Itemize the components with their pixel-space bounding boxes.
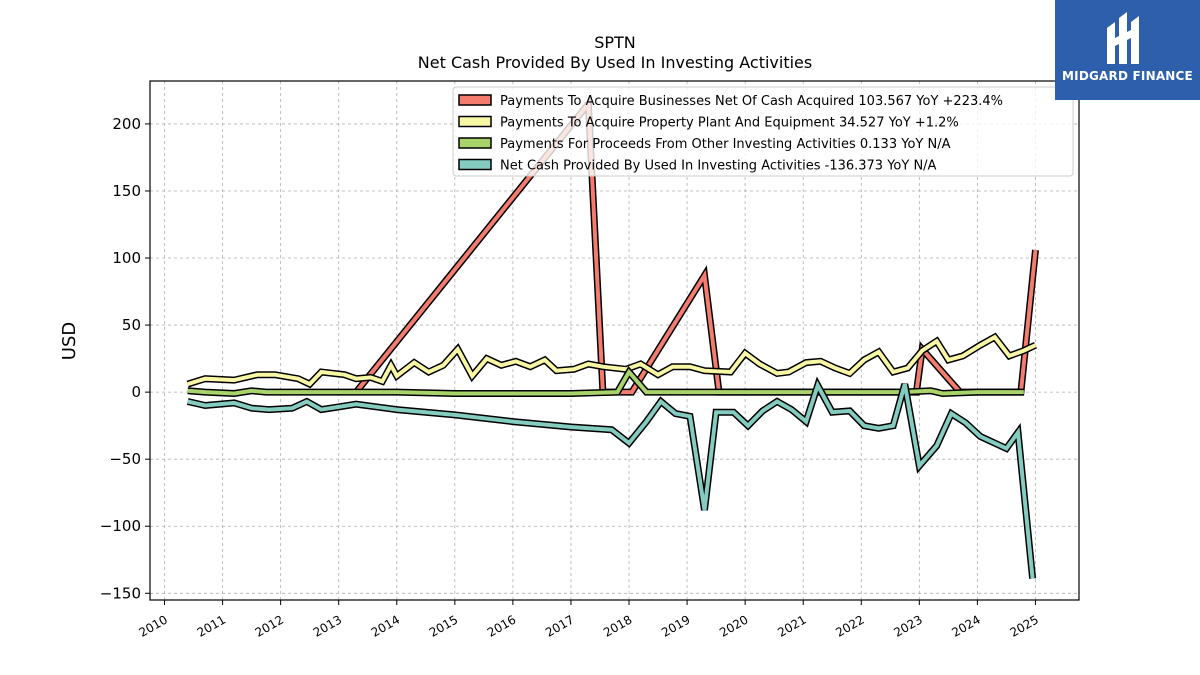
x-tick-label: 2015 <box>427 612 460 639</box>
x-tick-label: 2013 <box>311 612 344 639</box>
y-tick-label: −50 <box>109 450 141 468</box>
x-tick-label: 2010 <box>137 612 170 639</box>
series-2 <box>186 332 1037 389</box>
x-tick-label: 2011 <box>195 612 228 639</box>
chart-title: SPTN <box>594 33 636 52</box>
x-tick-label: 2020 <box>717 612 750 639</box>
x-tick-label: 2018 <box>601 612 634 639</box>
y-tick-label: 50 <box>122 316 141 334</box>
legend-entry: Payments To Acquire Businesses Net Of Ca… <box>500 94 1003 109</box>
y-tick-label: −150 <box>100 584 141 602</box>
series-line-outline <box>186 376 1037 579</box>
legend-swatch <box>458 158 492 171</box>
y-tick-label: −100 <box>100 517 141 535</box>
legend-entry: Payments To Acquire Property Plant And E… <box>500 116 959 131</box>
series-4 <box>186 376 1037 579</box>
legend: Payments To Acquire Businesses Net Of Ca… <box>452 86 1074 177</box>
y-tick-label: 150 <box>112 182 141 200</box>
brand-name: MIDGARD FINANCE <box>1062 69 1193 83</box>
x-tick-label: 2023 <box>891 612 924 639</box>
x-tick-label: 2019 <box>659 612 692 639</box>
x-tick-label: 2017 <box>543 612 576 639</box>
x-tick-label: 2025 <box>1007 612 1040 639</box>
x-tick-label: 2014 <box>369 612 402 639</box>
y-tick-label: 0 <box>131 383 141 401</box>
legend-swatch <box>458 94 492 106</box>
legend-entry: Payments For Proceeds From Other Investi… <box>500 137 951 152</box>
y-tick-label: 100 <box>112 249 141 267</box>
series-line <box>187 380 1035 579</box>
y-tick-label: 200 <box>112 115 141 133</box>
x-tick-label: 2012 <box>253 612 286 639</box>
x-tick-label: 2016 <box>485 612 518 639</box>
plot-frame <box>149 80 1080 601</box>
x-tick-label: 2024 <box>949 612 982 639</box>
legend-swatch <box>458 137 492 149</box>
legend-entry: Net Cash Provided By Used In Investing A… <box>500 159 937 174</box>
legend-swatch <box>458 115 492 128</box>
legend-box <box>452 86 1074 177</box>
chart-subtitle: Net Cash Provided By Used In Investing A… <box>418 53 812 72</box>
brand-logo: MIDGARD FINANCE <box>1055 0 1200 100</box>
series-line <box>187 334 1037 387</box>
x-tick-label: 2021 <box>775 612 808 639</box>
x-tick-label: 2022 <box>833 612 866 639</box>
y-axis-label: USD <box>59 322 80 360</box>
midgard-logo-icon <box>1107 12 1139 64</box>
series-lines <box>186 94 1039 579</box>
